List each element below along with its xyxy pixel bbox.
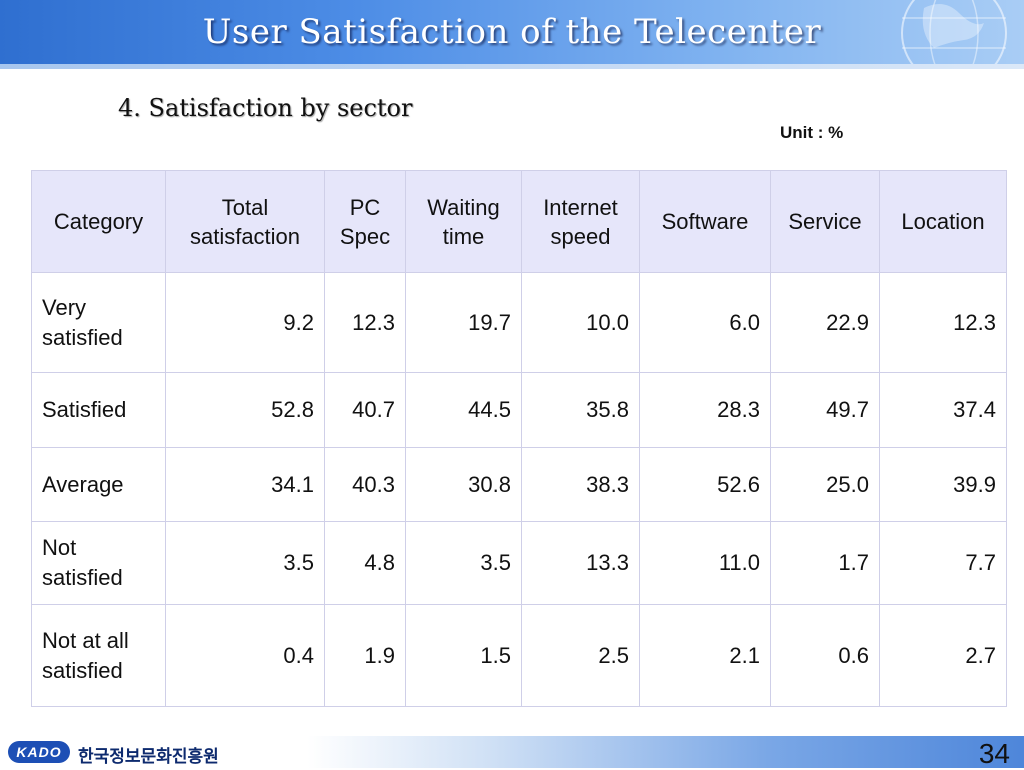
table-cell: 0.4 <box>165 604 325 707</box>
table-cell: 13.3 <box>521 521 640 605</box>
table-cell: 4.8 <box>324 521 406 605</box>
table-cell: 25.0 <box>770 447 880 522</box>
header-divider <box>0 64 1024 69</box>
table-cell: 28.3 <box>639 372 771 448</box>
table-cell: 19.7 <box>405 272 522 373</box>
table-row: Satisfied 52.8 40.7 44.5 35.8 28.3 49.7 … <box>31 372 1007 448</box>
table-row: Average 34.1 40.3 30.8 38.3 52.6 25.0 39… <box>31 447 1007 522</box>
page-number: 34 <box>978 738 1010 769</box>
row-label: Very satisfied <box>31 272 166 373</box>
table-cell: 34.1 <box>165 447 325 522</box>
table-cell: 9.2 <box>165 272 325 373</box>
column-header-internet-speed: Internet speed <box>521 170 640 273</box>
table-cell: 39.9 <box>879 447 1007 522</box>
row-label: Not at all satisfied <box>31 604 166 707</box>
table-cell: 38.3 <box>521 447 640 522</box>
table-cell: 12.3 <box>879 272 1007 373</box>
satisfaction-table: Category Total satisfaction PC Spec Wait… <box>31 170 1007 707</box>
table-cell: 49.7 <box>770 372 880 448</box>
table-cell: 22.9 <box>770 272 880 373</box>
table-row: Not satisfied 3.5 4.8 3.5 13.3 11.0 1.7 … <box>31 521 1007 605</box>
table-cell: 35.8 <box>521 372 640 448</box>
table-cell: 11.0 <box>639 521 771 605</box>
column-header-pc-spec: PC Spec <box>324 170 406 273</box>
column-header-software: Software <box>639 170 771 273</box>
row-label: Satisfied <box>31 372 166 448</box>
table-cell: 0.6 <box>770 604 880 707</box>
organization-name: 한국정보문화진흥원 <box>78 747 219 766</box>
globe-icon <box>901 0 1007 66</box>
table-cell: 1.7 <box>770 521 880 605</box>
table-cell: 37.4 <box>879 372 1007 448</box>
table-cell: 1.9 <box>324 604 406 707</box>
table-cell: 2.7 <box>879 604 1007 707</box>
row-label: Average <box>31 447 166 522</box>
table-cell: 52.8 <box>165 372 325 448</box>
table-cell: 6.0 <box>639 272 771 373</box>
slide-header: User Satisfaction of the Telecenter <box>0 0 1024 66</box>
table-cell: 40.7 <box>324 372 406 448</box>
table-cell: 1.5 <box>405 604 522 707</box>
page-title: User Satisfaction of the Telecenter <box>202 12 822 52</box>
table-row: Not at all satisfied 0.4 1.9 1.5 2.5 2.1… <box>31 604 1007 707</box>
column-header-location: Location <box>879 170 1007 273</box>
table-cell: 40.3 <box>324 447 406 522</box>
table-cell: 44.5 <box>405 372 522 448</box>
table-cell: 3.5 <box>405 521 522 605</box>
table-cell: 52.6 <box>639 447 771 522</box>
column-header-service: Service <box>770 170 880 273</box>
unit-label: Unit : % <box>780 123 844 142</box>
table-header-row: Category Total satisfaction PC Spec Wait… <box>31 170 1007 273</box>
table-cell: 3.5 <box>165 521 325 605</box>
table-cell: 12.3 <box>324 272 406 373</box>
table-cell: 7.7 <box>879 521 1007 605</box>
table-row: Very satisfied 9.2 12.3 19.7 10.0 6.0 22… <box>31 272 1007 373</box>
table-cell: 2.1 <box>639 604 771 707</box>
table-cell: 10.0 <box>521 272 640 373</box>
section-title: 4. Satisfaction by sector <box>118 94 413 122</box>
kado-logo: KADO <box>8 741 70 763</box>
column-header-waiting-time: Waiting time <box>405 170 522 273</box>
slide-footer <box>0 736 1024 768</box>
column-header-total-satisfaction: Total satisfaction <box>165 170 325 273</box>
table-cell: 2.5 <box>521 604 640 707</box>
column-header-category: Category <box>31 170 166 273</box>
table-cell: 30.8 <box>405 447 522 522</box>
row-label: Not satisfied <box>31 521 166 605</box>
